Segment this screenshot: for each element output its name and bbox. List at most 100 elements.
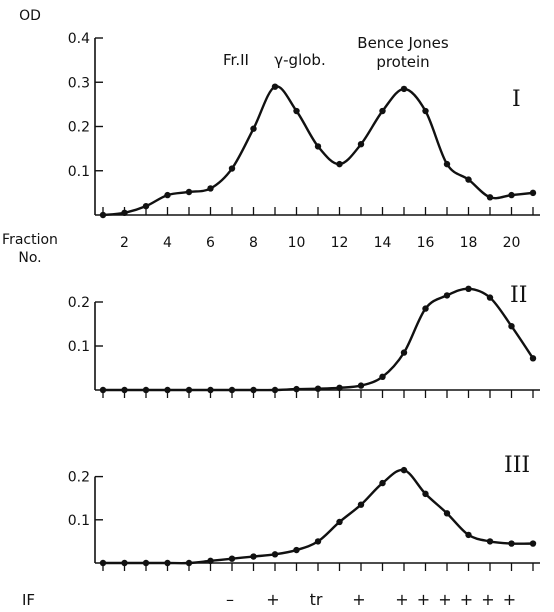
panel-II-data-point bbox=[164, 386, 171, 394]
panel-II-data-point bbox=[508, 323, 515, 330]
panel-III-data-point bbox=[207, 557, 214, 565]
panel-II-data-point bbox=[250, 386, 257, 394]
panel-II-data-point bbox=[207, 386, 214, 394]
panel-I-data-point bbox=[336, 160, 343, 168]
panel-II-data-point bbox=[142, 386, 150, 394]
panel-I-xlabel-line1: Fraction bbox=[2, 232, 58, 248]
panel-I-xlabel-line2: No. bbox=[18, 250, 41, 266]
annotation-protein: protein bbox=[376, 53, 429, 71]
panel-label-III: III bbox=[504, 453, 530, 478]
panel-I-x-tick-label: 14 bbox=[374, 235, 392, 251]
panel-III-data-point bbox=[121, 559, 128, 567]
panel-I-data-point bbox=[379, 107, 386, 115]
panel-I-x-tick-label: 10 bbox=[288, 235, 306, 251]
panel-I-data-point bbox=[293, 107, 300, 115]
panel-I-data-point bbox=[314, 143, 322, 150]
panel-label-I: I bbox=[512, 87, 521, 112]
if-mark: + bbox=[395, 590, 408, 609]
panel-I-x-tick-label: 20 bbox=[503, 235, 521, 251]
panel-III-y-tick-label: 0.2 bbox=[68, 470, 90, 486]
if-mark: + bbox=[438, 590, 451, 609]
panel-III-data-point bbox=[422, 490, 429, 498]
panel-I-x-tick-label: 6 bbox=[206, 235, 215, 251]
panel-II-data-point bbox=[228, 386, 236, 394]
panel-III-data-point bbox=[164, 559, 171, 567]
panel-II-data-point bbox=[99, 386, 107, 394]
panel-III-data-point bbox=[271, 551, 279, 558]
panel-III-y-tick-label: 0.1 bbox=[68, 513, 90, 529]
panel-II-data-point bbox=[121, 386, 128, 394]
panel-I-data-point bbox=[185, 188, 193, 196]
panel-I-data-point bbox=[250, 125, 257, 132]
panel-III-data-point bbox=[293, 546, 300, 554]
panel-III-data-point bbox=[529, 540, 537, 547]
panel-III-data-point bbox=[379, 479, 386, 487]
panel-III-series-line bbox=[102, 468, 534, 565]
panel-III-data-point bbox=[486, 538, 494, 545]
panel-I-ylabel: OD bbox=[19, 8, 41, 24]
if-mark: tr bbox=[310, 590, 323, 609]
panel-II-data-point bbox=[357, 382, 365, 389]
panel-I-y-tick-label: 0.1 bbox=[68, 164, 90, 180]
panel-I-data-point bbox=[529, 189, 537, 197]
panel-I-data-point bbox=[207, 185, 214, 192]
panel-II-data-point bbox=[379, 373, 386, 380]
annotation-bence-jones: Bence Jones bbox=[357, 34, 449, 52]
panel-II-data-point bbox=[336, 384, 343, 391]
if-mark: + bbox=[460, 590, 473, 609]
panel-I-x-tick-label: 18 bbox=[460, 235, 478, 251]
panel-I-data-point bbox=[465, 176, 472, 183]
panel-II-data-point bbox=[422, 305, 429, 312]
panel-I-data-point bbox=[164, 191, 171, 199]
if-mark: – bbox=[226, 590, 234, 609]
panel-I-data-point bbox=[142, 202, 150, 210]
panel-II-y-tick-label: 0.1 bbox=[68, 339, 90, 355]
panel-II-data-point bbox=[529, 355, 537, 362]
panel-I-data-point bbox=[400, 85, 408, 93]
panel-II-data-point bbox=[443, 292, 451, 299]
panel-III-data-point bbox=[99, 559, 107, 567]
panel-III-data-point bbox=[142, 559, 150, 567]
panel-label-II: II bbox=[510, 283, 527, 308]
panel-I-x-tick-label: 16 bbox=[417, 235, 435, 251]
plot-layer: 0.1 0.2 0.3 0.4 2 4 6 8 10 12 14 16 18 20 0.1 0.2 0.1 0.2… bbox=[68, 31, 540, 609]
panel-I-data-point bbox=[422, 107, 429, 115]
panel-II-y-tick-label: 0.2 bbox=[68, 295, 90, 311]
panel-I-data-point bbox=[121, 209, 128, 216]
panel-I-x-tick-label: 12 bbox=[331, 235, 349, 251]
panel-I-data-point bbox=[271, 83, 279, 90]
annotation-gamma-glob: γ-glob. bbox=[274, 51, 325, 69]
panel-I-y-tick-label: 0.2 bbox=[68, 120, 90, 136]
panel-I-data-point bbox=[228, 165, 236, 172]
if-mark: + bbox=[417, 590, 430, 609]
panel-I-y-tick-label: 0.3 bbox=[68, 75, 90, 91]
if-mark: + bbox=[352, 590, 365, 609]
panel-II-data-point bbox=[185, 386, 193, 394]
panel-III-data-point bbox=[185, 559, 193, 567]
panel-III-data-point bbox=[443, 510, 451, 517]
panel-I-x-tick-label: 4 bbox=[163, 235, 172, 251]
panel-I-data-point bbox=[99, 211, 107, 219]
panel-II-data-point bbox=[314, 385, 322, 392]
if-row-label: IF bbox=[22, 591, 35, 609]
if-mark: + bbox=[503, 590, 516, 609]
panel-I-data-point bbox=[357, 141, 365, 148]
panel-III-data-point bbox=[336, 518, 343, 526]
panel-I-x-tick-label: 2 bbox=[120, 235, 129, 251]
panel-II-data-point bbox=[400, 349, 408, 356]
panel-III-data-point bbox=[357, 501, 365, 508]
panel-II-data-point bbox=[486, 294, 494, 301]
if-mark: + bbox=[266, 590, 279, 609]
panel-II-data-point bbox=[271, 386, 279, 394]
if-mark: + bbox=[481, 590, 494, 609]
panel-III-data-point bbox=[400, 466, 408, 474]
panel-III-data-point bbox=[508, 540, 515, 547]
panel-I-data-point bbox=[486, 194, 494, 201]
panel-II-data-point bbox=[293, 385, 300, 393]
panel-III-data-point bbox=[228, 555, 236, 562]
panel-III-data-point bbox=[314, 538, 322, 545]
panel-I-y-tick-label: 0.4 bbox=[68, 31, 90, 47]
annotation-fr-ii: Fr.II bbox=[223, 51, 249, 69]
panel-I-data-point bbox=[508, 191, 515, 199]
